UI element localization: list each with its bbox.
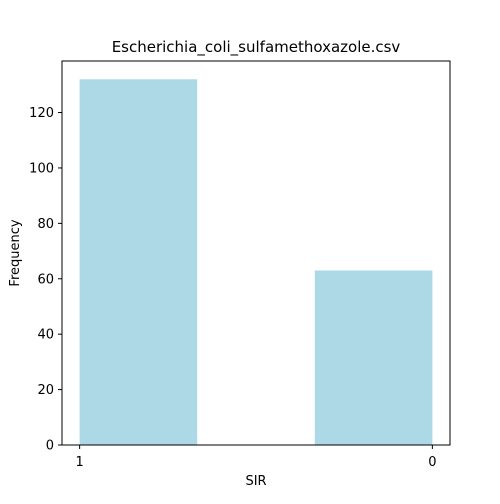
y-tick-label: 0 <box>46 439 54 454</box>
bars-layer <box>79 79 433 446</box>
y-tick-label: 20 <box>37 383 54 398</box>
y-tick-label: 120 <box>29 106 54 121</box>
plot-frame <box>61 60 451 446</box>
y-tick-label: 40 <box>37 328 54 343</box>
y-tick-label: 100 <box>29 161 54 176</box>
x-axis-label: SIR <box>245 474 266 489</box>
x-tick-label: 1 <box>75 455 83 470</box>
y-axis-label: Frequency <box>8 219 23 286</box>
bar-1 <box>79 79 198 446</box>
bar-0 <box>314 270 433 445</box>
x-tick-label: 0 <box>428 455 436 470</box>
chart-title: Escherichia_coli_sulfamethoxazole.csv <box>112 38 401 57</box>
y-tick-label: 80 <box>37 217 54 232</box>
y-tick-label: 60 <box>37 272 54 287</box>
y-axis-ticks: 0 20 40 60 80 100 120 <box>29 106 62 454</box>
